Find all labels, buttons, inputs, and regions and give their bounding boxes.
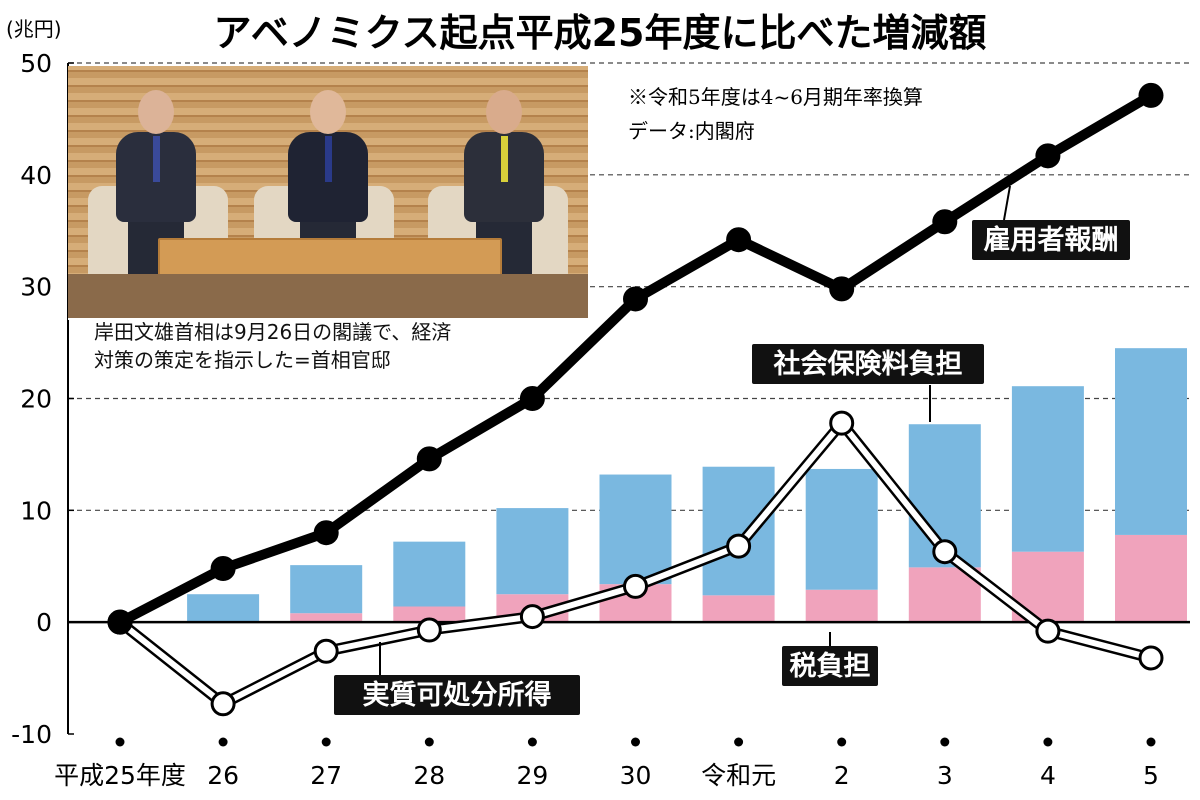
series-label: 実質可処分所得	[363, 679, 552, 711]
bar-social-insurance	[496, 508, 569, 595]
y-tick-label: 0	[36, 608, 52, 637]
bar-tax	[805, 589, 878, 623]
y-tick-label: -10	[11, 720, 52, 749]
employee-compensation-point	[416, 446, 442, 472]
x-tick-label: 4	[1040, 761, 1056, 790]
bar-social-insurance	[805, 468, 878, 590]
x-tick-label: 2	[834, 761, 850, 790]
photo-caption: 岸田文雄首相は9月26日の閣議で、経済 対策の策定を指示した=首相官邸	[94, 318, 451, 374]
x-tick-dot	[424, 737, 434, 747]
employee-compensation-point	[519, 386, 545, 411]
x-tick-dot	[1146, 737, 1156, 747]
callout-box	[334, 675, 580, 715]
bar-tax	[393, 606, 466, 623]
bar-social-insurance	[393, 541, 466, 607]
x-tick-dot	[734, 737, 744, 747]
employee-compensation-point	[932, 209, 958, 235]
y-tick-label: 10	[20, 496, 52, 525]
bar-tax	[290, 613, 363, 623]
real-disposable-income-point	[623, 573, 648, 599]
real-disposable-income-point	[1035, 618, 1061, 644]
series-label: 雇用者報酬	[984, 224, 1119, 256]
x-tick-label: 3	[937, 761, 953, 790]
callout-box	[752, 344, 984, 384]
cabinet-photo	[68, 66, 588, 320]
x-tick-dot	[1043, 737, 1053, 747]
x-tick-label: 30	[620, 761, 652, 790]
y-unit-label: (兆円)	[6, 17, 62, 41]
note-2: データ:内閣府	[628, 119, 755, 143]
real-disposable-income-point	[829, 410, 855, 436]
x-tick-label: 28	[413, 761, 445, 790]
y-tick-label: 20	[20, 385, 52, 414]
x-tick-label: 26	[207, 761, 239, 790]
x-tick-dot	[631, 737, 640, 747]
bar-social-insurance	[1011, 386, 1084, 552]
real-disposable-income-point	[416, 617, 442, 643]
employee-compensation-point	[210, 555, 236, 581]
real-disposable-income-point	[519, 604, 545, 630]
employee-compensation-point	[726, 227, 752, 253]
employee-compensation-point	[829, 276, 855, 302]
real-disposable-income-point	[210, 691, 236, 717]
real-disposable-income-point	[1138, 645, 1164, 671]
bar-social-insurance	[1115, 348, 1187, 535]
chart-title: アベノミクス起点平成25年度に比べた増減額	[214, 11, 987, 55]
x-tick-label: 平成25年度	[54, 761, 186, 790]
bar-social-insurance	[187, 594, 260, 623]
callout-box	[782, 646, 878, 686]
employee-compensation-point	[107, 609, 133, 635]
employee-compensation-point	[623, 286, 648, 312]
y-tick-label: 50	[20, 49, 52, 78]
real-disposable-income-point	[726, 533, 752, 559]
y-tick-label: 40	[20, 161, 52, 190]
bar-social-insurance	[702, 466, 775, 596]
x-tick-dot	[527, 737, 537, 747]
series-label: 税負担	[790, 651, 871, 682]
bar-social-insurance	[290, 565, 363, 614]
real-disposable-income-point	[313, 638, 339, 664]
callout-box	[972, 220, 1130, 260]
photo-caption-line-1: 岸田文雄首相は9月26日の閣議で、経済	[94, 320, 452, 344]
callout-leader	[1003, 185, 1011, 221]
series-label: 社会保険料負担	[774, 348, 963, 380]
x-tick-label: 27	[310, 761, 342, 790]
x-tick-dot	[321, 737, 331, 747]
bar-social-insurance	[599, 474, 672, 585]
x-tick-label: 5	[1143, 761, 1159, 790]
x-tick-dot	[115, 737, 125, 747]
x-tick-dot	[218, 737, 228, 747]
note-1: ※令和5年度は4~6月期年率換算	[628, 85, 923, 109]
y-tick-label: 30	[20, 273, 52, 302]
x-tick-dot	[837, 737, 847, 747]
bar-tax	[1115, 534, 1187, 623]
real-disposable-income-point	[932, 539, 958, 565]
x-tick-dot	[940, 737, 950, 747]
photo-caption-line-2: 対策の策定を指示した=首相官邸	[94, 348, 391, 372]
employee-compensation-point	[1138, 82, 1164, 108]
x-tick-label: 29	[516, 761, 548, 790]
x-tick-label: 令和元	[701, 761, 776, 790]
bar-tax	[702, 595, 775, 623]
employee-compensation-point	[1035, 143, 1061, 169]
employee-compensation-point	[313, 520, 339, 546]
